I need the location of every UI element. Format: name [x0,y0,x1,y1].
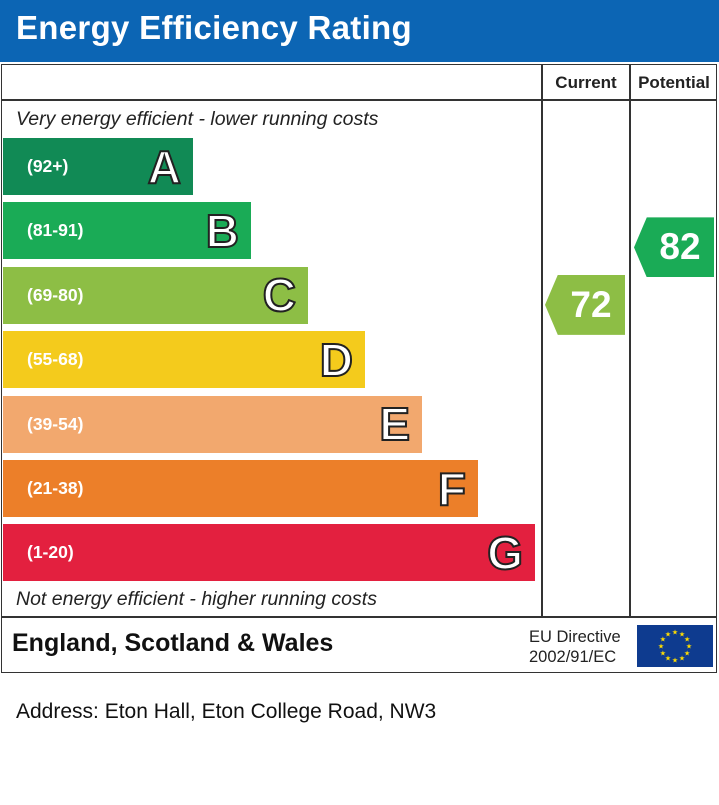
eu-star-icon: ★ [686,643,692,651]
rating-chart-frame [1,64,717,673]
eu-flag-icon: ★ ★ ★ ★ ★ ★ ★ ★ ★ ★ ★ ★ [637,625,713,667]
band-range-label: (92+) [27,156,69,176]
eu-directive-line2: 2002/91/EC [529,648,617,666]
eu-star-icon: ★ [665,630,671,638]
eu-star-icon: ★ [679,655,685,663]
header-divider [1,99,717,101]
band-g: (1-20) G [3,524,535,582]
band-e: (39-54) E [3,395,422,453]
potential-rating-arrow: 82 [634,217,714,278]
eu-star-icon: ★ [672,629,678,637]
page-title: Energy Efficiency Rating [16,9,412,46]
band-a: (92+) A [3,138,193,195]
eu-star-icon: ★ [684,636,690,644]
current-column-divider [541,64,543,617]
current-rating-value: 72 [570,283,612,325]
band-range-label: (1-20) [27,542,74,563]
potential-column-divider [629,64,631,617]
address-text: Address: Eton Hall, Eton College Road, N… [16,700,437,723]
bottom-caption: Not energy efficient - higher running co… [16,588,377,610]
band-letter-label: A [147,140,182,194]
eu-star-icon: ★ [660,636,666,644]
band-b: (81-91) B [3,202,251,260]
band-range-label: (69-80) [27,284,84,305]
eu-star-icon: ★ [658,643,664,651]
band-letter-label: F [437,462,467,516]
eu-star-icon: ★ [660,650,666,658]
band-range-label: (21-38) [27,478,84,498]
band-range-label: (81-91) [27,220,84,241]
band-c: (69-80) C [3,266,308,324]
eu-star-icon: ★ [672,657,678,665]
band-f: (21-38) F [3,460,478,517]
band-range-label: (55-68) [27,349,84,370]
current-rating-arrow: 72 [545,274,625,335]
footer-divider [1,616,717,618]
header-bar: Energy Efficiency Rating [0,0,719,62]
eu-star-icon: ★ [679,630,685,638]
eu-star-icon: ★ [684,650,690,658]
band-letter-label: D [319,333,354,387]
current-column-header: Current [555,73,617,92]
potential-column-header: Potential [638,73,710,92]
potential-rating-value: 82 [659,226,701,268]
band-letter-label: G [486,526,524,580]
top-caption: Very energy efficient - lower running co… [16,108,379,130]
band-letter-label: E [378,397,411,451]
band-letter-label: C [262,268,297,322]
band-d: (55-68) D [3,331,365,389]
eu-directive-line1: EU Directive [529,628,621,646]
band-range-label: (39-54) [27,413,84,434]
region-label: England, Scotland & Wales [12,629,334,657]
eu-star-icon: ★ [665,655,671,663]
band-letter-label: B [205,204,240,258]
eu-directive-text: EU Directive 2002/91/EC [529,627,621,667]
